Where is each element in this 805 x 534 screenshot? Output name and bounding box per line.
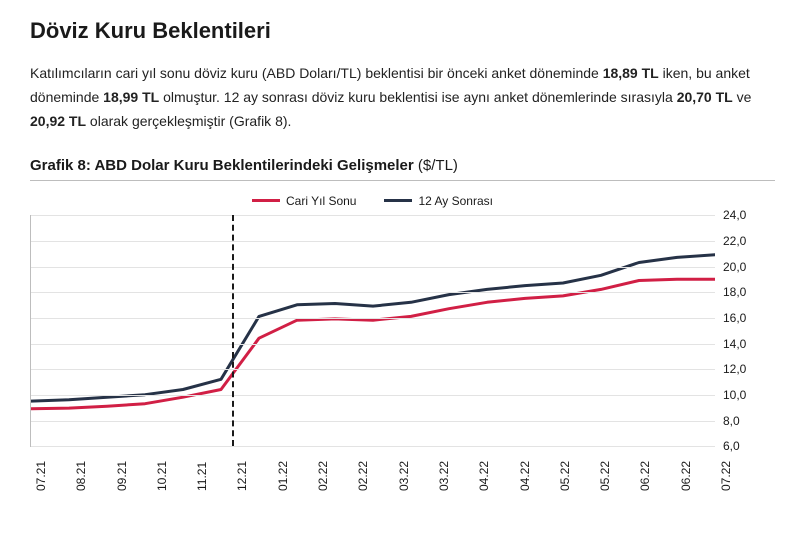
chart-series-line xyxy=(31,255,715,401)
chart-gridline xyxy=(31,369,715,370)
p-t4: ve xyxy=(737,89,752,105)
chart-gridline xyxy=(31,446,715,447)
chart-x-tick-label: 03.22 xyxy=(397,461,399,491)
p-b3: 20,70 TL xyxy=(677,89,733,105)
chart-x-tick-label: 06.22 xyxy=(679,461,681,491)
chart-x-tick-label: 01.22 xyxy=(276,461,278,491)
chart-gridline xyxy=(31,318,715,319)
chart-x-labels: 07.21 08.21 09.21 10.21 11.21 12.21 01.22 02.22… xyxy=(30,451,715,495)
chart-y-tick-label: 10,0 xyxy=(723,388,763,402)
intro-paragraph: Katılımcıların cari yıl sonu döviz kuru … xyxy=(30,62,775,133)
chart-container: Cari Yıl Sonu12 Ay Sonrası 6,08,010,012,… xyxy=(30,185,775,495)
chart-x-tick-label: 06.22 xyxy=(638,461,640,491)
chart-title: Grafik 8: ABD Dolar Kuru Beklentilerinde… xyxy=(30,157,775,174)
chart-x-tick-label: 12.21 xyxy=(235,461,237,491)
chart-x-tick-label: 02.22 xyxy=(316,461,318,491)
page-heading: Döviz Kuru Beklentileri xyxy=(30,18,775,44)
chart-title-separator xyxy=(30,180,775,181)
chart-y-tick-label: 24,0 xyxy=(723,208,763,222)
chart-gridline xyxy=(31,241,715,242)
legend-item: 12 Ay Sonrası xyxy=(384,194,493,208)
chart-gridline xyxy=(31,395,715,396)
p-b2: 18,99 TL xyxy=(103,89,159,105)
chart-y-tick-label: 14,0 xyxy=(723,337,763,351)
legend-swatch xyxy=(252,199,280,202)
chart-x-tick-label: 03.22 xyxy=(437,461,439,491)
chart-gridline xyxy=(31,344,715,345)
chart-x-tick-label: 04.22 xyxy=(518,461,520,491)
chart-y-tick-label: 12,0 xyxy=(723,362,763,376)
chart-plot-area: 6,08,010,012,014,016,018,020,022,024,0 xyxy=(30,215,715,447)
chart-x-tick-label: 10.21 xyxy=(155,461,157,491)
chart-x-tick-label: 05.22 xyxy=(598,461,600,491)
chart-x-tick-label: 04.22 xyxy=(477,461,479,491)
chart-gridline xyxy=(31,215,715,216)
p-t3: olmuştur. 12 ay sonrası döviz kuru bekle… xyxy=(163,89,677,105)
chart-x-tick-label: 07.21 xyxy=(34,461,36,491)
chart-title-bold: Grafik 8: ABD Dolar Kuru Beklentilerinde… xyxy=(30,157,414,174)
chart-y-tick-label: 8,0 xyxy=(723,414,763,428)
p-t1: Katılımcıların cari yıl sonu döviz kuru … xyxy=(30,65,603,81)
chart-x-tick-label: 09.21 xyxy=(115,461,117,491)
p-t5: olarak gerçekleşmiştir (Grafik 8). xyxy=(90,113,292,129)
chart-y-tick-label: 6,0 xyxy=(723,439,763,453)
chart-y-tick-label: 18,0 xyxy=(723,285,763,299)
chart-title-unit: ($/TL) xyxy=(414,157,458,174)
legend-label: Cari Yıl Sonu xyxy=(286,194,356,208)
chart-x-tick-label: 05.22 xyxy=(558,461,560,491)
chart-y-tick-label: 16,0 xyxy=(723,311,763,325)
p-b4: 20,92 TL xyxy=(30,113,86,129)
chart-x-tick-label: 02.22 xyxy=(356,461,358,491)
chart-legend: Cari Yıl Sonu 12 Ay Sonrası xyxy=(30,191,715,208)
p-b1: 18,89 TL xyxy=(603,65,659,81)
chart-x-tick-label: 07.22 xyxy=(719,461,721,491)
legend-swatch xyxy=(384,199,412,202)
chart-reference-vline xyxy=(232,215,234,446)
chart-gridline xyxy=(31,292,715,293)
chart-y-tick-label: 22,0 xyxy=(723,234,763,248)
chart-gridline xyxy=(31,267,715,268)
chart-series-svg xyxy=(31,215,715,446)
legend-label: 12 Ay Sonrası xyxy=(418,194,493,208)
chart-y-tick-label: 20,0 xyxy=(723,260,763,274)
chart-x-tick-label: 11.21 xyxy=(195,462,197,491)
chart-x-tick-label: 08.21 xyxy=(74,461,76,491)
chart-gridline xyxy=(31,421,715,422)
legend-item: Cari Yıl Sonu xyxy=(252,194,356,208)
